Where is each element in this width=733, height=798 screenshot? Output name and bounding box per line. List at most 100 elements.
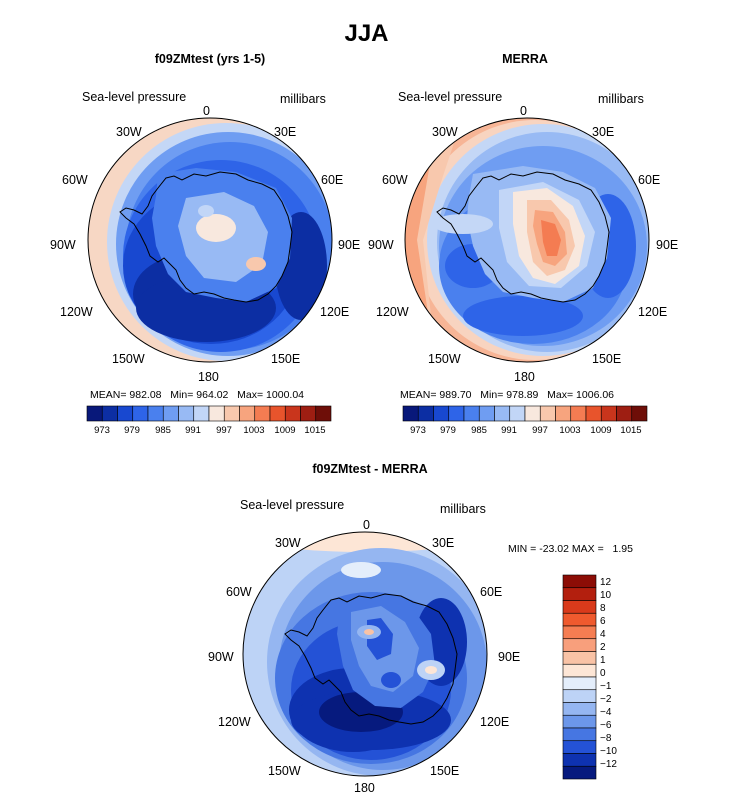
min-value: -23.02 bbox=[539, 543, 569, 555]
colorbar-label: 4 bbox=[600, 629, 606, 640]
colorbar-swatch bbox=[117, 405, 134, 422]
max-value: 1000.04 bbox=[266, 389, 305, 401]
lon-label-120w: 120W bbox=[218, 715, 251, 729]
colorbar-swatch bbox=[562, 727, 597, 742]
colorbar-label: −8 bbox=[600, 733, 612, 744]
colorbar-label: 1015 bbox=[304, 425, 326, 436]
colorbar-label: 997 bbox=[216, 425, 232, 436]
variable-label-obs: Sea-level pressure bbox=[398, 90, 503, 104]
lon-label-30e: 30E bbox=[592, 125, 615, 139]
colorbar-swatch bbox=[562, 676, 597, 691]
lon-label-120e: 120E bbox=[638, 305, 668, 319]
variable-label-model: Sea-level pressure bbox=[82, 90, 187, 104]
colorbar-swatch bbox=[193, 405, 210, 422]
colorbar-swatch bbox=[147, 405, 164, 422]
colorbar-label: 1015 bbox=[620, 425, 642, 436]
colorbar-swatch bbox=[254, 405, 271, 422]
colorbar-swatch bbox=[539, 405, 556, 422]
lon-label-180: 180 bbox=[354, 781, 375, 795]
colorbar-label: 1009 bbox=[590, 425, 612, 436]
min-value: 978.89 bbox=[506, 389, 539, 401]
colorbar-swatch bbox=[562, 663, 597, 678]
colorbar-swatch bbox=[562, 714, 597, 729]
variable-label-diff: Sea-level pressure bbox=[240, 498, 345, 512]
colorbar-label: 1003 bbox=[243, 425, 265, 436]
lon-label-0: 0 bbox=[520, 104, 527, 118]
lon-label-0: 0 bbox=[203, 104, 210, 118]
colorbar-label: 6 bbox=[600, 616, 606, 627]
polar-map-diff bbox=[242, 531, 488, 777]
lon-label-120w: 120W bbox=[60, 305, 93, 319]
units-label-model: millibars bbox=[280, 92, 326, 106]
colorbar-swatch bbox=[562, 625, 597, 640]
lon-label-60w: 60W bbox=[382, 173, 408, 187]
colorbar-label: −12 bbox=[600, 759, 617, 770]
colorbar-swatch bbox=[562, 587, 597, 601]
colorbar-swatch bbox=[509, 405, 526, 422]
lon-label-150e: 150E bbox=[592, 352, 622, 366]
colorbar-swatch bbox=[448, 405, 465, 422]
colorbar-swatch bbox=[463, 405, 480, 422]
lon-label-120w: 120W bbox=[376, 305, 409, 319]
colorbar-diff bbox=[562, 574, 597, 780]
colorbar-label: 973 bbox=[94, 425, 110, 436]
lon-label-180: 180 bbox=[514, 370, 535, 384]
colorbar-swatch bbox=[562, 740, 597, 754]
mean-value: 982.08 bbox=[129, 389, 162, 401]
colorbar-label: −1 bbox=[600, 681, 612, 692]
colorbar-swatch bbox=[631, 405, 648, 422]
lon-label-60w: 60W bbox=[226, 585, 252, 599]
colorbar-swatch bbox=[315, 405, 332, 422]
lon-label-90e: 90E bbox=[338, 238, 361, 252]
colorbar-label: 0 bbox=[600, 668, 606, 679]
colorbar-label: 10 bbox=[600, 590, 612, 601]
colorbar-label: 979 bbox=[124, 425, 140, 436]
colorbar-swatch bbox=[585, 405, 602, 422]
lon-label-150w: 150W bbox=[268, 764, 301, 778]
colorbar-swatch bbox=[494, 405, 511, 422]
figure-title: JJA bbox=[344, 20, 389, 47]
antarctica-coastline-diff bbox=[284, 593, 458, 725]
lon-label-150w: 150W bbox=[428, 352, 461, 366]
lon-label-90w: 90W bbox=[368, 238, 394, 252]
colorbar-swatch bbox=[269, 405, 286, 422]
mean-value: 989.70 bbox=[439, 389, 472, 401]
lon-label-90w: 90W bbox=[50, 238, 76, 252]
colorbar-swatch bbox=[86, 405, 103, 422]
colorbar-label: 997 bbox=[532, 425, 548, 436]
units-label-diff: millibars bbox=[440, 502, 486, 516]
lon-label-150e: 150E bbox=[271, 352, 301, 366]
colorbar-swatch bbox=[239, 405, 256, 422]
colorbar-label: −10 bbox=[600, 746, 617, 757]
colorbar-label: 991 bbox=[185, 425, 201, 436]
colorbar-label: 1003 bbox=[559, 425, 581, 436]
colorbar-swatch bbox=[562, 702, 597, 716]
colorbar-label: −6 bbox=[600, 720, 612, 731]
colorbar-swatch bbox=[101, 405, 118, 422]
lon-label-60e: 60E bbox=[321, 173, 344, 187]
antarctica-coastline-obs bbox=[436, 171, 610, 303]
colorbar-swatch bbox=[555, 405, 572, 422]
colorbar-swatch bbox=[132, 405, 149, 422]
polar-map-model bbox=[87, 117, 333, 363]
colorbar-swatch bbox=[524, 405, 541, 422]
colorbar-swatch bbox=[600, 405, 617, 422]
lon-label-60e: 60E bbox=[638, 173, 661, 187]
lon-label-90e: 90E bbox=[656, 238, 679, 252]
colorbar-label: 12 bbox=[600, 577, 612, 588]
lon-label-30w: 30W bbox=[116, 125, 142, 139]
colorbar-label: 8 bbox=[600, 603, 606, 614]
colorbar-label: −2 bbox=[600, 694, 612, 705]
colorbar-swatch bbox=[562, 689, 597, 703]
colorbar-label: 973 bbox=[410, 425, 426, 436]
colorbar-obs bbox=[402, 405, 648, 422]
lon-label-90e: 90E bbox=[498, 650, 521, 664]
colorbar-label: 2 bbox=[600, 642, 606, 653]
polar-map-obs bbox=[404, 117, 650, 363]
colorbar-swatch bbox=[417, 405, 434, 422]
lon-label-30w: 30W bbox=[275, 536, 301, 550]
colorbar-swatch bbox=[562, 600, 597, 614]
lon-label-30e: 30E bbox=[432, 536, 455, 550]
colorbar-swatch bbox=[300, 405, 317, 422]
units-label-obs: millibars bbox=[598, 92, 644, 106]
